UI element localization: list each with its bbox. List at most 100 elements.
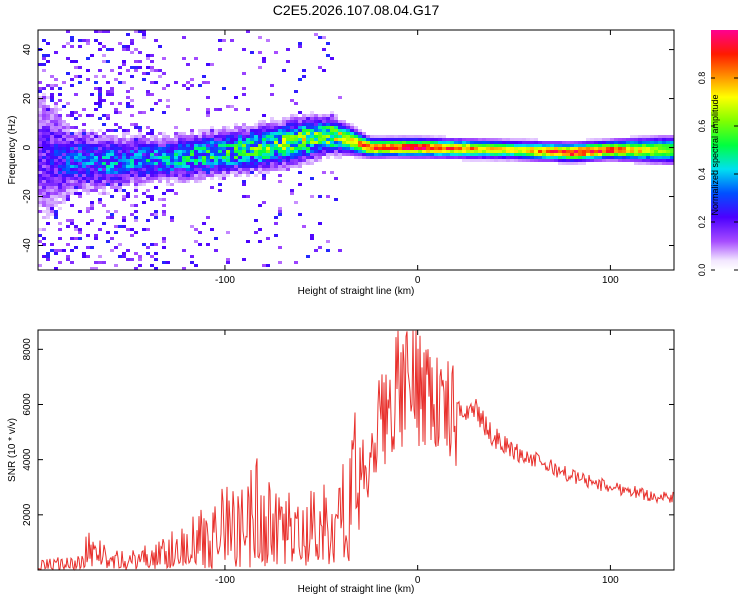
spectrogram-cell [90, 129, 94, 132]
spectrogram-cell [54, 117, 58, 120]
spectrogram-cell [46, 204, 50, 207]
spectrogram-cell [126, 69, 130, 72]
spectrogram-cell [186, 135, 190, 138]
spectrogram-cell [574, 159, 578, 162]
spectrogram-cell [406, 144, 410, 147]
spectrogram-cell [62, 168, 66, 171]
spectrogram-cell [278, 159, 282, 162]
spectrogram-cell [346, 144, 350, 147]
spectrogram-cell [366, 147, 370, 150]
spectrogram-cell [58, 183, 62, 186]
spectrogram-cell [570, 162, 574, 165]
spectrogram-cell [78, 159, 82, 162]
spectrogram-cell [190, 78, 194, 81]
spectrogram-cell [166, 156, 170, 159]
spectrogram-cell [114, 186, 118, 189]
spectrogram-cell [134, 180, 138, 183]
spectrogram-cell [342, 132, 346, 135]
spectrogram-cell [74, 144, 78, 147]
spectrogram-cell [302, 135, 306, 138]
spectrogram-cell [118, 159, 122, 162]
spectrogram-cell [230, 153, 234, 156]
spectrogram-cell [94, 87, 98, 90]
spectrogram-cell [362, 138, 366, 141]
spectrogram-cell [130, 177, 134, 180]
spectrogram-cell [50, 213, 54, 216]
spectrogram-cell [142, 171, 146, 174]
spectrogram-cell [322, 171, 326, 174]
spectrogram-cell [542, 141, 546, 144]
spectrogram-cell [118, 171, 122, 174]
spectrogram-cell [146, 246, 150, 249]
spectrogram-cell [166, 261, 170, 264]
spectrogram-cell [210, 162, 214, 165]
spectrogram-cell [42, 57, 46, 60]
spectrogram-cell [162, 141, 166, 144]
spectrogram-cell [138, 255, 142, 258]
spectrogram-cell [410, 144, 414, 147]
spectrogram-cell [606, 153, 610, 156]
spectrogram-cell [166, 147, 170, 150]
spectrogram-cell [506, 156, 510, 159]
spectrogram-cell [150, 129, 154, 132]
spectrogram-cell [54, 102, 58, 105]
spectrogram-cell [102, 159, 106, 162]
spectrogram-cell [54, 189, 58, 192]
spectrogram-cell [478, 147, 482, 150]
spectrogram-cell [242, 126, 246, 129]
spectrogram-cell [478, 144, 482, 147]
spectrogram-cell [198, 141, 202, 144]
spectrogram-cell [362, 132, 366, 135]
spectrogram-cell [454, 144, 458, 147]
spectrogram-cell [258, 240, 262, 243]
spectrogram-cell [274, 120, 278, 123]
spectrogram-cell [326, 249, 330, 252]
spectrogram-cell [546, 153, 550, 156]
spectrogram-cell [54, 213, 58, 216]
spectrogram-cell [534, 141, 538, 144]
spectrogram-cell [518, 138, 522, 141]
spectrogram-cell [246, 141, 250, 144]
spectrogram-cell [266, 171, 270, 174]
spectrogram-cell [102, 30, 106, 33]
spectrogram-cell [318, 246, 322, 249]
spectrogram-cell [186, 144, 190, 147]
spectrogram-cell [90, 201, 94, 204]
spectrogram-cell [238, 165, 242, 168]
spectrogram-cell [146, 228, 150, 231]
spectrogram-cell [178, 150, 182, 153]
spectrogram-cell [142, 192, 146, 195]
spectrogram-cell [322, 69, 326, 72]
spectrogram-cell [170, 156, 174, 159]
spectrogram-cell [282, 147, 286, 150]
spectrogram-cell [630, 156, 634, 159]
spectrogram-cell [318, 135, 322, 138]
spectrogram-cell [42, 141, 46, 144]
spectrogram-cell [402, 144, 406, 147]
spectrogram-cell [382, 153, 386, 156]
spectrogram-cell [78, 210, 82, 213]
spectrogram-cell [370, 147, 374, 150]
spectrogram-cell [634, 144, 638, 147]
spectrogram-cell [218, 129, 222, 132]
spectrogram-cell [286, 156, 290, 159]
spectrogram-cell [86, 174, 90, 177]
spectrogram-cell [202, 75, 206, 78]
spectrogram-cell [134, 171, 138, 174]
spectrogram-cell [550, 159, 554, 162]
spectrogram-cell [286, 117, 290, 120]
spectrogram-cell [114, 138, 118, 141]
spectrogram-cell [238, 138, 242, 141]
spectrogram-cell [214, 249, 218, 252]
spectrogram-cell [334, 144, 338, 147]
spectrogram-cell [586, 159, 590, 162]
spectrogram-cell [158, 99, 162, 102]
spectrogram-cell [174, 126, 178, 129]
spectrogram-cell [234, 147, 238, 150]
spectrogram-cell [430, 153, 434, 156]
spectrogram-cell [362, 153, 366, 156]
spectrogram-cell [322, 117, 326, 120]
spectrogram-cell [42, 180, 46, 183]
spectrogram-cell [102, 135, 106, 138]
spectrogram-cell [394, 144, 398, 147]
